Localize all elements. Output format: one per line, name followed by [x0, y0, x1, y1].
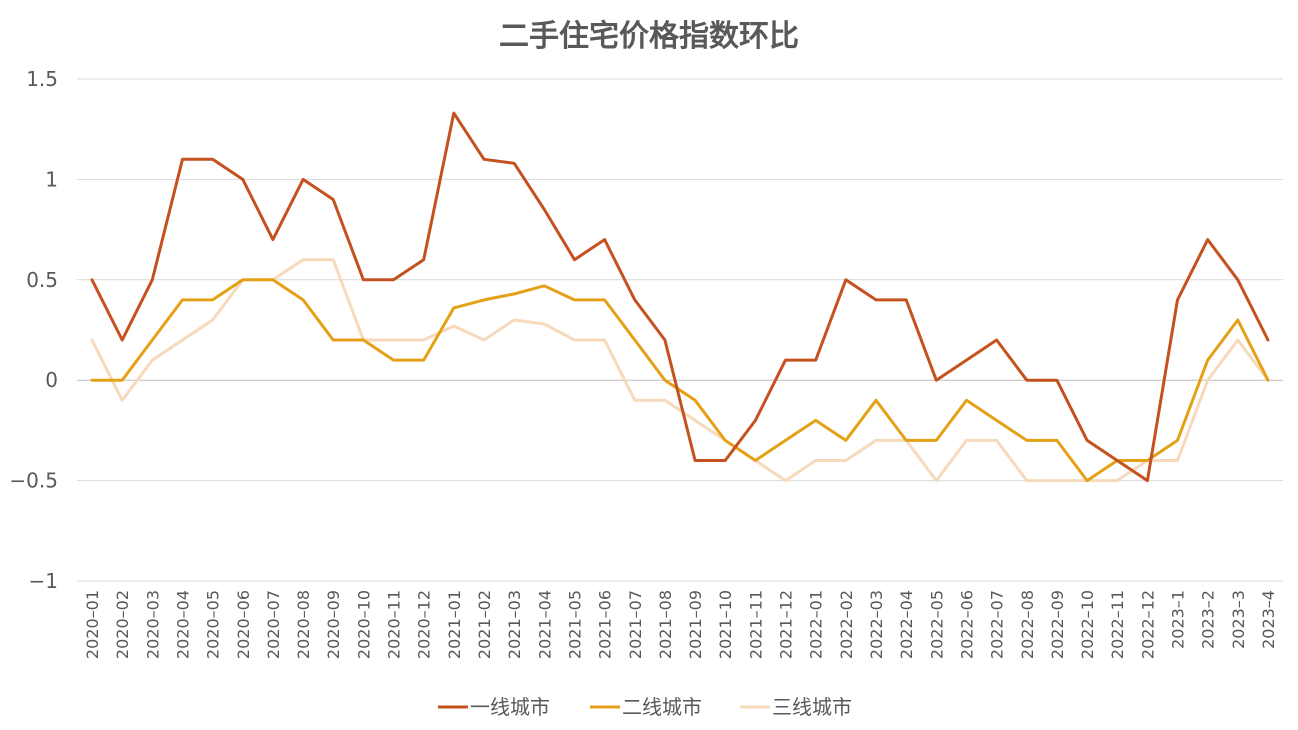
x-tick-label: 2022–04	[897, 590, 916, 659]
x-tick-label: 2022–12	[1138, 590, 1157, 659]
x-tick-label: 2023–3	[1229, 590, 1248, 649]
x-tick-label: 2022–11	[1108, 590, 1127, 659]
series-lines	[90, 111, 1270, 483]
legend: 一线城市 二线城市 三线城市	[438, 695, 852, 719]
x-tick-label: 2020–03	[143, 590, 162, 659]
x-tick-label: 2022–06	[957, 590, 976, 659]
x-tick-label: 2022–03	[867, 590, 886, 659]
x-tick-label: 2021–03	[505, 590, 524, 659]
x-tick-label: 2020–09	[324, 590, 343, 659]
x-tick-label: 2023–4	[1259, 590, 1278, 649]
legend-label-1: 一线城市	[470, 695, 550, 719]
y-tick-label: 0	[45, 368, 58, 392]
x-tick-label: 2021–10	[716, 590, 735, 659]
x-tick-label: 2021–11	[746, 590, 765, 659]
x-tick-label: 2021–07	[626, 590, 645, 659]
x-tick-label: 2021–05	[565, 590, 584, 659]
x-tick-label: 2022–09	[1048, 590, 1067, 659]
x-tick-label: 2020–08	[294, 590, 313, 659]
series-line-2	[90, 278, 1270, 483]
x-tick-label: 2020–02	[113, 590, 132, 659]
y-tick-label: 0.5	[26, 268, 58, 292]
series-line-1	[90, 111, 1270, 483]
legend-label-2: 二线城市	[622, 695, 702, 719]
y-axis-ticks: 1.5 1 0.5 0 −0.5 −1	[9, 67, 58, 593]
x-tick-label: 2020–01	[83, 590, 102, 659]
x-tick-label: 2022–02	[837, 590, 856, 659]
x-tick-label: 2022–08	[1018, 590, 1037, 659]
x-tick-label: 2022–07	[988, 590, 1007, 659]
x-tick-label: 2021–02	[475, 590, 494, 659]
x-tick-label: 2021–04	[535, 590, 554, 659]
x-tick-label: 2021–06	[596, 590, 615, 659]
x-tick-label: 2022–10	[1078, 590, 1097, 659]
chart-title: 二手住宅价格指数环比	[499, 19, 799, 54]
legend-label-3: 三线城市	[772, 695, 852, 719]
x-tick-label: 2020–12	[415, 590, 434, 659]
x-tick-label: 2020–07	[264, 590, 283, 659]
x-tick-label: 2020–06	[234, 590, 253, 659]
x-tick-label: 2021–09	[686, 590, 705, 659]
y-tick-label: −0.5	[9, 469, 58, 493]
x-tick-label: 2020–10	[354, 590, 373, 659]
x-tick-label: 2021–12	[777, 590, 796, 659]
x-tick-label: 2020–04	[173, 590, 192, 659]
y-tick-label: 1	[45, 167, 58, 191]
y-tick-label: −1	[29, 569, 58, 593]
x-axis-ticks: 2020–01 2020–02 2020–03 2020–04 2020–05 2020–…	[83, 590, 1278, 659]
x-tick-label: 2020–05	[204, 590, 223, 659]
y-tick-label: 1.5	[26, 67, 58, 91]
x-tick-label: 2021–08	[656, 590, 675, 659]
grid-lines	[77, 78, 1283, 582]
x-tick-label: 2020–11	[385, 590, 404, 659]
series-line-3	[90, 258, 1270, 483]
x-tick-label: 2022–01	[807, 590, 826, 659]
x-tick-label: 2022–05	[927, 590, 946, 659]
x-tick-label: 2023–1	[1169, 590, 1188, 649]
x-tick-label: 2021–01	[445, 590, 464, 659]
x-tick-label: 2023–2	[1199, 590, 1218, 649]
